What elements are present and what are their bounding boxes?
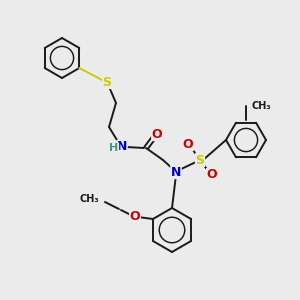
Text: O: O — [152, 128, 162, 140]
Text: O: O — [183, 137, 193, 151]
Text: S: S — [103, 76, 112, 88]
Text: N: N — [171, 166, 181, 178]
Text: O: O — [130, 211, 140, 224]
Text: CH₃: CH₃ — [79, 194, 99, 204]
Text: CH₃: CH₃ — [251, 101, 271, 111]
Text: S: S — [196, 154, 205, 166]
Text: H: H — [110, 143, 118, 153]
Text: N: N — [117, 140, 127, 154]
Text: O: O — [207, 169, 217, 182]
